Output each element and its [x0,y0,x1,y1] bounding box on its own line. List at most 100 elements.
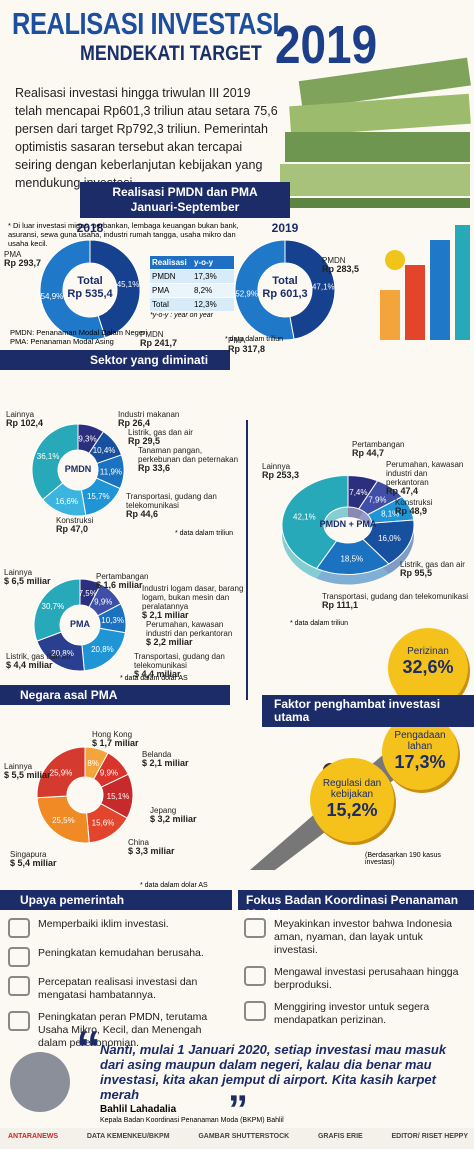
amount: $ 4,4 miliar [134,669,181,679]
year: 2019 [275,15,378,75]
value-label: 20,8% [51,649,74,658]
value-label: 20,8% [91,645,114,654]
money-illustration [280,57,471,208]
category: Transportasi, gudang dan telekomunikasi [126,492,217,510]
center-value: Rp 601,3 [262,288,308,300]
value-label: 16,0% [378,534,401,543]
amount: $ 2,2 miliar [146,637,193,647]
footer-item: GAMBAR SHUTTERSTOCK [198,1133,290,1140]
value-label: 15,7% [87,492,110,501]
segment-label: Listrik, gas dan air Rp 95,5 [400,560,465,578]
value-label: 9,9% [94,598,112,607]
value-label: 32,6% [402,657,454,677]
section-heading: Sektor yang diminati [0,350,230,370]
value-label: 30,7% [42,602,65,611]
table-row: PMA 8,2% [150,283,234,297]
subtitle: MENDEKATI TARGET [80,42,262,65]
amount: $ 1,6 miliar [96,580,143,590]
title: REALISASI INVESTASI [12,6,280,41]
amount: $ 6,5 miliar [4,576,51,586]
category: PMDN [322,256,346,265]
value-label: 8% [87,759,99,768]
center-label: PMDN + PMA [318,518,378,531]
value-label: 15,2% [326,800,378,820]
center-title: PMA [70,619,90,629]
value-label: 11,9% [100,467,122,476]
segment-label: PMDN Rp 283,5 [322,256,359,274]
amount: Rp 317,8 [228,344,266,354]
cell: PMDN [152,272,176,281]
amount: $ 1,7 miliar [92,738,139,748]
value-label: 42,1% [293,513,316,522]
segment-label: Lainnya Rp 102,4 [6,410,43,428]
segment-label: PMDN Rp 241,7 [140,330,177,348]
th: Realisasi [152,258,187,267]
item-text: Menggiring investor untuk segera mendapa… [274,1001,430,1026]
cell: PMA [152,286,170,295]
heading: Realisasi PMDN dan PMA [112,185,258,199]
segment-label: Konstruksi Rp 47,0 [56,516,93,534]
donut-chart: 2018 45,1% 54,9% [39,221,141,341]
item-text: Percepatan realisasi investasi dan menga… [38,976,198,1001]
item-text: Peningkatan peran PMDN, terutama Usaha M… [38,1011,208,1049]
list-item: Memperbaiki iklim investasi. [8,918,228,938]
legend-item: PMA: Penanaman Modal Asing [10,337,114,346]
unit-note: * data dalam triliun [175,530,233,537]
category: Listrik, gas dan air [6,652,71,661]
list-item: Peningkatan peran PMDN, terutama Usaha M… [8,1011,228,1050]
center-title: PMDN + PMA [319,519,377,529]
donut-segment [31,423,79,501]
donut-chart: 2019 47,1% 52,9% [234,221,336,341]
amount: Rp 44,7 [352,448,385,458]
donut-chart: 8%9,9% 15,1% 15,6% 25,5% 25,9% [36,746,134,844]
amount: Rp 47,4 [386,486,419,496]
segment-label: Perumahan, kawasan industri dan perkanto… [386,460,470,496]
footer: ANTARANEWS DATA KEMENKEU/BKPM GAMBAR SHUTT… [8,1133,468,1140]
center-title: PMDN [64,464,92,474]
chart-title: 2019 [272,221,299,235]
segment-label: Perumahan, kawasan industri dan perkanto… [146,620,251,647]
value-label: 15,6% [92,819,115,828]
donut-segment [89,239,141,339]
amount: Rp 111,1 [322,600,359,610]
segment-label: Industri makanan Rp 26,4 [118,410,179,428]
segment-label: PMA Rp 317,8 [228,336,265,354]
unit-note: * data dalam dolar AS [140,882,208,889]
section-heading: Upaya pemerintah [0,890,232,910]
amount: Rp 44,6 [126,509,159,519]
section-heading: Fokus Badan Koordinasi Penanaman Modal [238,890,474,921]
amount: $ 5,5 miliar [4,770,51,780]
icon [244,1001,266,1021]
segment-label: Listrik, gas dan air $ 4,4 miliar [6,652,71,670]
icon [8,947,30,967]
footer-item: GRAFIS ERIE [317,1133,363,1140]
category: Hong Kong [92,730,133,739]
value-label: 25,9% [50,768,73,777]
unit-note: * data dalam dolar AS [120,675,188,682]
list-item: Percepatan realisasi investasi dan menga… [8,976,228,1002]
legend: PMDN: Penanaman Modal Dalam Negeri PMA: P… [10,328,147,346]
segment-label: Hong Kong $ 1,7 miliar [92,730,139,748]
segment-label: Transportasi, gudang dan telekomunikasi $… [134,652,239,679]
amount: Rp 48,9 [395,506,428,516]
segment-label: Lainnya $ 6,5 miliar [4,568,51,586]
category: Listrik, gas dan air [400,560,465,569]
yoy-table: Realisasi y-o-y PMDN 17,3% PMA 8,2% Total 12,3… [150,256,234,311]
legend-item: PMDN: Penanaman Modal Dalam Negeri [10,328,148,337]
footer-item: ANTARANEWS [8,1133,59,1140]
table-row: Total 12,3% [150,297,234,311]
value-label: 7,4% [349,488,367,497]
list-item: Menggiring investor untuk segera mendapa… [244,1001,466,1027]
coin-label: Pengadaan lahan 17,3% [382,730,458,772]
period: Januari-September [130,200,240,214]
segment-label: Pertambangan Rp 44,7 [352,440,404,458]
category: Transportasi, gudang dan telekomunikasi [134,652,225,670]
value-label: 10,3% [101,616,124,625]
center-title: Total [272,275,298,287]
segment-label: China $ 3,3 miliar [128,838,175,856]
speaker-role: Kepala Badan Koordinasi Penanaman Moda (… [100,1117,284,1124]
donut-segment [284,239,336,340]
amount: Rp 47,0 [56,524,89,534]
amount: $ 3,2 miliar [150,814,197,824]
